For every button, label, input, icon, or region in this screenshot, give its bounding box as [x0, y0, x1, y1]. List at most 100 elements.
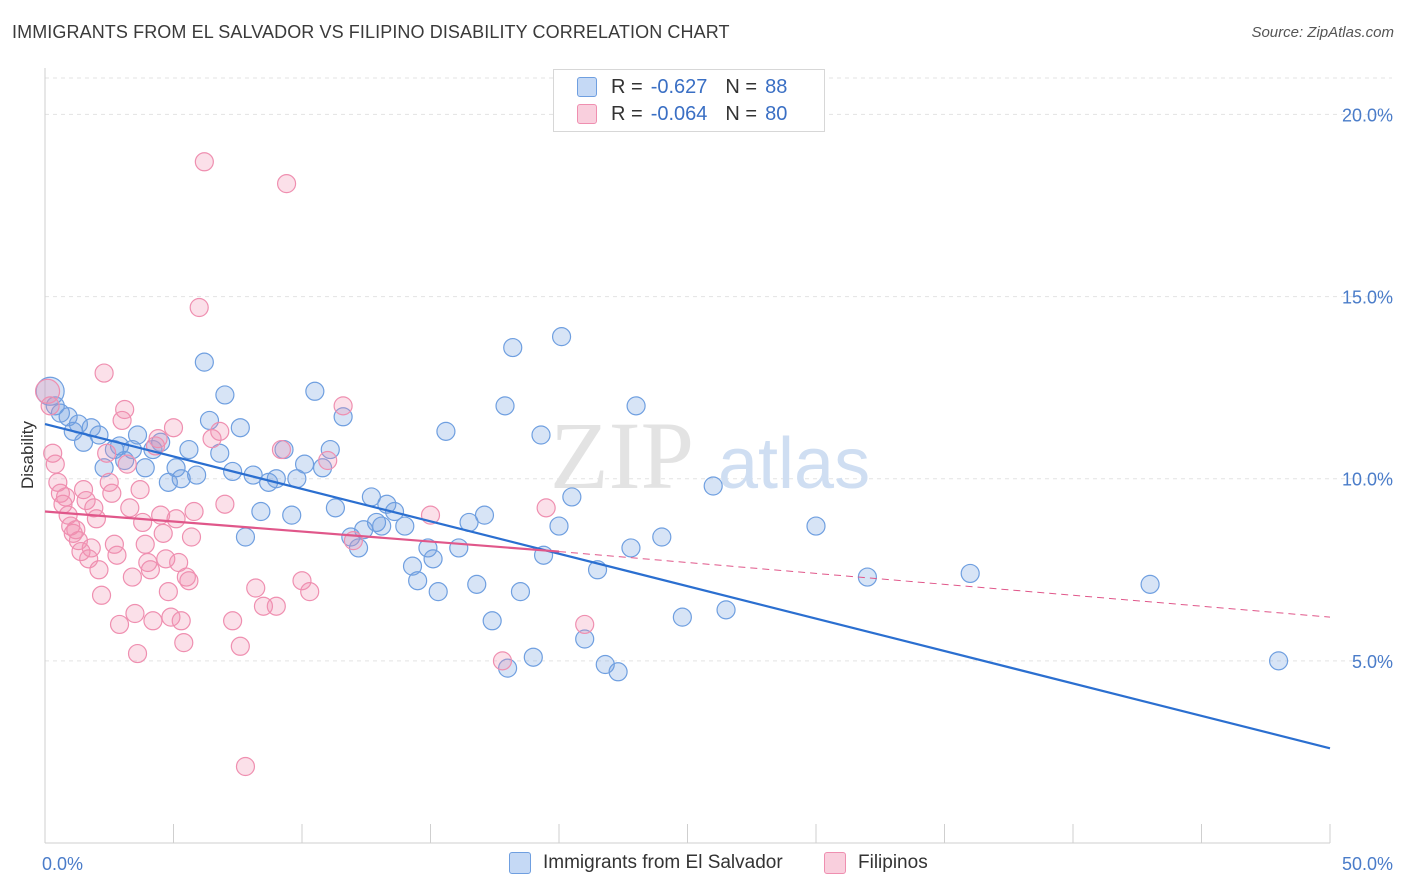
legend-n-label: N =: [725, 102, 758, 125]
el-salvador-point: [305, 381, 325, 401]
filipino-point: [97, 443, 117, 463]
legend-swatch-pink: [577, 104, 597, 124]
axes: [44, 68, 1331, 844]
filipino-trend-line: [44, 510, 560, 553]
el-salvador-point: [194, 352, 214, 372]
trend-lines: [44, 423, 1331, 750]
el-salvador-point: [652, 527, 672, 547]
el-salvador-point: [960, 563, 980, 584]
y-tick-label: 10.0%: [1342, 470, 1393, 490]
el-salvador-point: [575, 629, 595, 649]
el-salvador-point: [703, 476, 723, 496]
filipino-point: [135, 534, 155, 554]
bottom-legend-label: Filipinos: [858, 852, 928, 873]
el-salvador-point: [127, 425, 148, 445]
filipino-trend-extension: [558, 551, 1331, 618]
y-tick-label: 15.0%: [1342, 288, 1393, 308]
filipino-point: [163, 418, 184, 438]
el-salvador-point: [418, 538, 438, 558]
el-salvador-point: [672, 607, 692, 627]
filipino-point: [271, 439, 292, 460]
y-tick-label: 5.0%: [1352, 652, 1393, 672]
legend-n-value: 80: [765, 102, 788, 125]
el-salvador-point: [436, 421, 456, 441]
el-salvador-point: [495, 396, 515, 416]
filipino-point: [174, 633, 194, 653]
x-tick-label: 0.0%: [42, 854, 83, 874]
gridlines: [45, 77, 1392, 662]
el-salvador-point: [135, 458, 155, 478]
chart-title: IMMIGRANTS FROM EL SALVADOR VS FILIPINO …: [12, 22, 730, 42]
filipino-point: [130, 480, 150, 500]
el-salvador-point: [562, 487, 582, 507]
el-salvador-point: [1140, 574, 1160, 594]
filipino-point: [81, 538, 101, 558]
el-salvador-trend-line: [44, 423, 1331, 750]
filipino-point: [318, 450, 338, 471]
filipino-point: [176, 567, 196, 587]
filipino-point: [148, 429, 168, 449]
filipino-point: [492, 651, 513, 671]
filipino-point: [91, 585, 112, 605]
filipino-point: [133, 512, 153, 533]
el-salvador-point: [166, 458, 186, 478]
el-salvador-point: [621, 538, 641, 558]
filipino-point: [292, 571, 312, 591]
el-salvador-point: [171, 469, 191, 489]
watermark: ZIP atlas: [550, 402, 870, 509]
filipino-point: [71, 541, 91, 562]
stats-legend: R = -0.627 N = 88 R = -0.064 N = 80: [553, 69, 825, 132]
legend-swatch-blue: [577, 77, 597, 97]
legend-r-label: R =: [611, 102, 643, 125]
filipino-point: [179, 571, 199, 591]
el-salvador-point: [716, 600, 736, 620]
bottom-legend-swatch-pink: [824, 852, 846, 874]
el-salvador-point: [806, 516, 826, 536]
filipino-point: [189, 297, 209, 318]
filipino-point: [76, 490, 96, 511]
bottom-legend-el-salvador: Immigrants from El Salvador: [509, 852, 783, 874]
el-salvador-point: [467, 574, 487, 594]
el-salvador-point: [325, 498, 346, 518]
legend-n-value: 88: [765, 75, 788, 98]
el-salvador-point: [94, 458, 114, 478]
legend-r-value: -0.064: [650, 102, 708, 125]
filipino-point: [122, 567, 142, 587]
el-salvador-point: [510, 582, 531, 602]
tick-labels: 5.0% 10.0% 15.0% 20.0% 0.0% 50.0%: [42, 105, 1393, 874]
el-salvador-point: [423, 549, 443, 569]
el-salvador-point: [549, 516, 569, 536]
filipino-point: [536, 498, 556, 518]
filipino-point: [230, 636, 250, 656]
filipino-point: [333, 396, 353, 416]
filipino-point: [246, 578, 266, 598]
el-salvador-point: [294, 454, 315, 474]
filipino-point: [125, 603, 145, 624]
el-salvador-point: [372, 516, 392, 536]
el-salvador-point: [187, 465, 207, 485]
el-salvador-point: [482, 611, 502, 631]
el-salvador-point: [151, 432, 171, 452]
filipino-point: [115, 399, 135, 420]
watermark-atlas: atlas: [718, 424, 870, 504]
filipino-point: [575, 614, 595, 635]
el-salvador-point: [215, 385, 235, 405]
filipino-point: [55, 487, 76, 507]
filipino-point: [94, 363, 114, 383]
filipino-point: [102, 483, 122, 503]
legend-row-el-salvador: R = -0.627 N = 88: [554, 74, 787, 100]
el-salvador-point: [333, 407, 353, 427]
filipino-point: [89, 560, 109, 580]
filipino-point: [161, 607, 181, 627]
legend-r-value: -0.627: [650, 75, 708, 98]
filipino-point: [40, 396, 60, 416]
el-salvador-point: [1268, 651, 1289, 671]
el-salvador-point: [402, 556, 423, 576]
watermark-zip: ZIP: [550, 402, 694, 509]
y-tick-label: 20.0%: [1342, 105, 1393, 125]
bottom-legend-filipinos: Filipinos: [824, 852, 928, 874]
bottom-legend-swatch-blue: [509, 852, 531, 874]
legend-row-filipinos: R = -0.064 N = 80: [554, 101, 787, 127]
filipino-point: [45, 454, 65, 474]
